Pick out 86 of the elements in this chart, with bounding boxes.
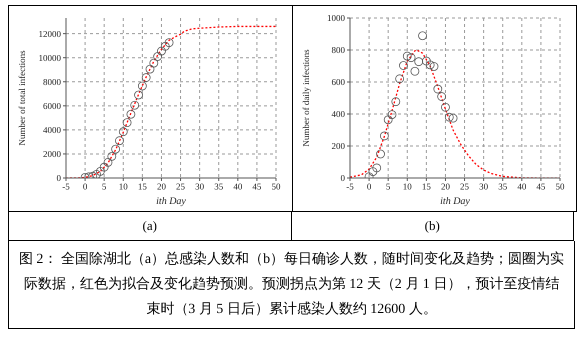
point [160,41,170,50]
x-tick-label: 5 [385,180,390,191]
point [440,102,450,112]
x-tick-label: 20 [440,180,450,191]
x-tick-label: 35 [214,180,224,191]
point [390,96,400,106]
y-tick-label: 200 [331,140,345,151]
x-tick-label: 45 [536,180,546,191]
y-tick-label: 12000 [38,28,61,38]
x-tick-label: 5 [101,180,106,191]
y-tick-label: 0 [56,172,61,183]
point [122,118,131,127]
point [414,56,423,66]
y-tick-label: 1000 [326,12,345,23]
point [429,62,438,70]
x-axis-title: ith Day [440,196,470,206]
y-tick-label: 800 [331,44,345,55]
point [152,52,162,60]
point [432,84,442,93]
point [376,149,384,158]
point [92,169,100,178]
point [110,144,120,154]
point [130,100,139,110]
text: (b) [290,212,574,241]
point [383,114,392,124]
point [372,163,381,172]
y-tick-label: 2000 [42,148,61,159]
point [436,92,446,100]
point [406,52,415,62]
point [164,38,173,47]
y-axis-title: Number of daily infections [300,48,311,146]
point [156,46,166,55]
x-tick-label: -5 [346,180,354,191]
y-tick-label: 10000 [38,52,61,62]
x-tick-label: -5 [62,180,70,191]
x-tick-label: 40 [232,180,242,191]
point [421,56,430,65]
x-tick-label: 40 [516,180,526,191]
x-tick-label: 20 [156,180,166,191]
y-tick-label: 4000 [42,124,61,135]
point [379,131,388,140]
point [103,157,112,166]
y-tick-label: 400 [331,108,345,119]
x-tick-label: 30 [478,180,488,191]
y-tick-label: 8000 [42,76,61,86]
x-axis-title: ith Day [156,196,186,206]
point [126,109,135,118]
point [118,126,128,136]
x-tick-label: 30 [194,180,204,191]
y-tick-label: 6000 [42,100,61,111]
point [95,166,104,176]
y-tick-label: 600 [331,76,345,87]
point [387,110,396,119]
point [398,60,408,70]
point [418,30,426,40]
x-tick-label: 25 [460,180,470,191]
point [425,60,434,69]
point [410,66,419,76]
x-tick-label: 15 [137,180,147,191]
point [141,72,150,82]
point [444,112,454,122]
point [99,162,108,172]
x-tick-label: 10 [118,180,128,191]
point [106,151,116,160]
y-axis-title: Number of total infections [16,49,27,146]
point [148,58,158,68]
text: (a) [8,212,290,241]
point [145,64,154,74]
point [134,90,142,99]
x-tick-label: 35 [498,180,508,191]
point [394,74,404,83]
x-tick-label: 10 [402,180,412,191]
x-tick-label: 0 [82,180,88,191]
point [368,166,377,176]
x-tick-label: 0 [366,180,372,191]
point [448,113,457,122]
x-tick-label: 25 [176,180,186,191]
y-tick-label: 0 [340,172,345,183]
point [114,136,124,145]
x-tick-label: 45 [252,180,262,191]
caption: 图 2： 全国除湖北（a）总感染人数和（b）每日确诊人数，随时间变化及趋势；圆圈为实际数据，红色为拟合及变化趋势预测。预测拐点为第 12 天（2 月 1 日），预计至疫情结束时（3 月 5 日后）累计感染人数约 12600 人。 [18,250,566,319]
x-tick-label: 50 [271,180,280,191]
point [137,81,146,90]
point [402,51,412,60]
x-tick-label: 15 [421,180,431,191]
x-tick-label: 50 [555,180,564,191]
